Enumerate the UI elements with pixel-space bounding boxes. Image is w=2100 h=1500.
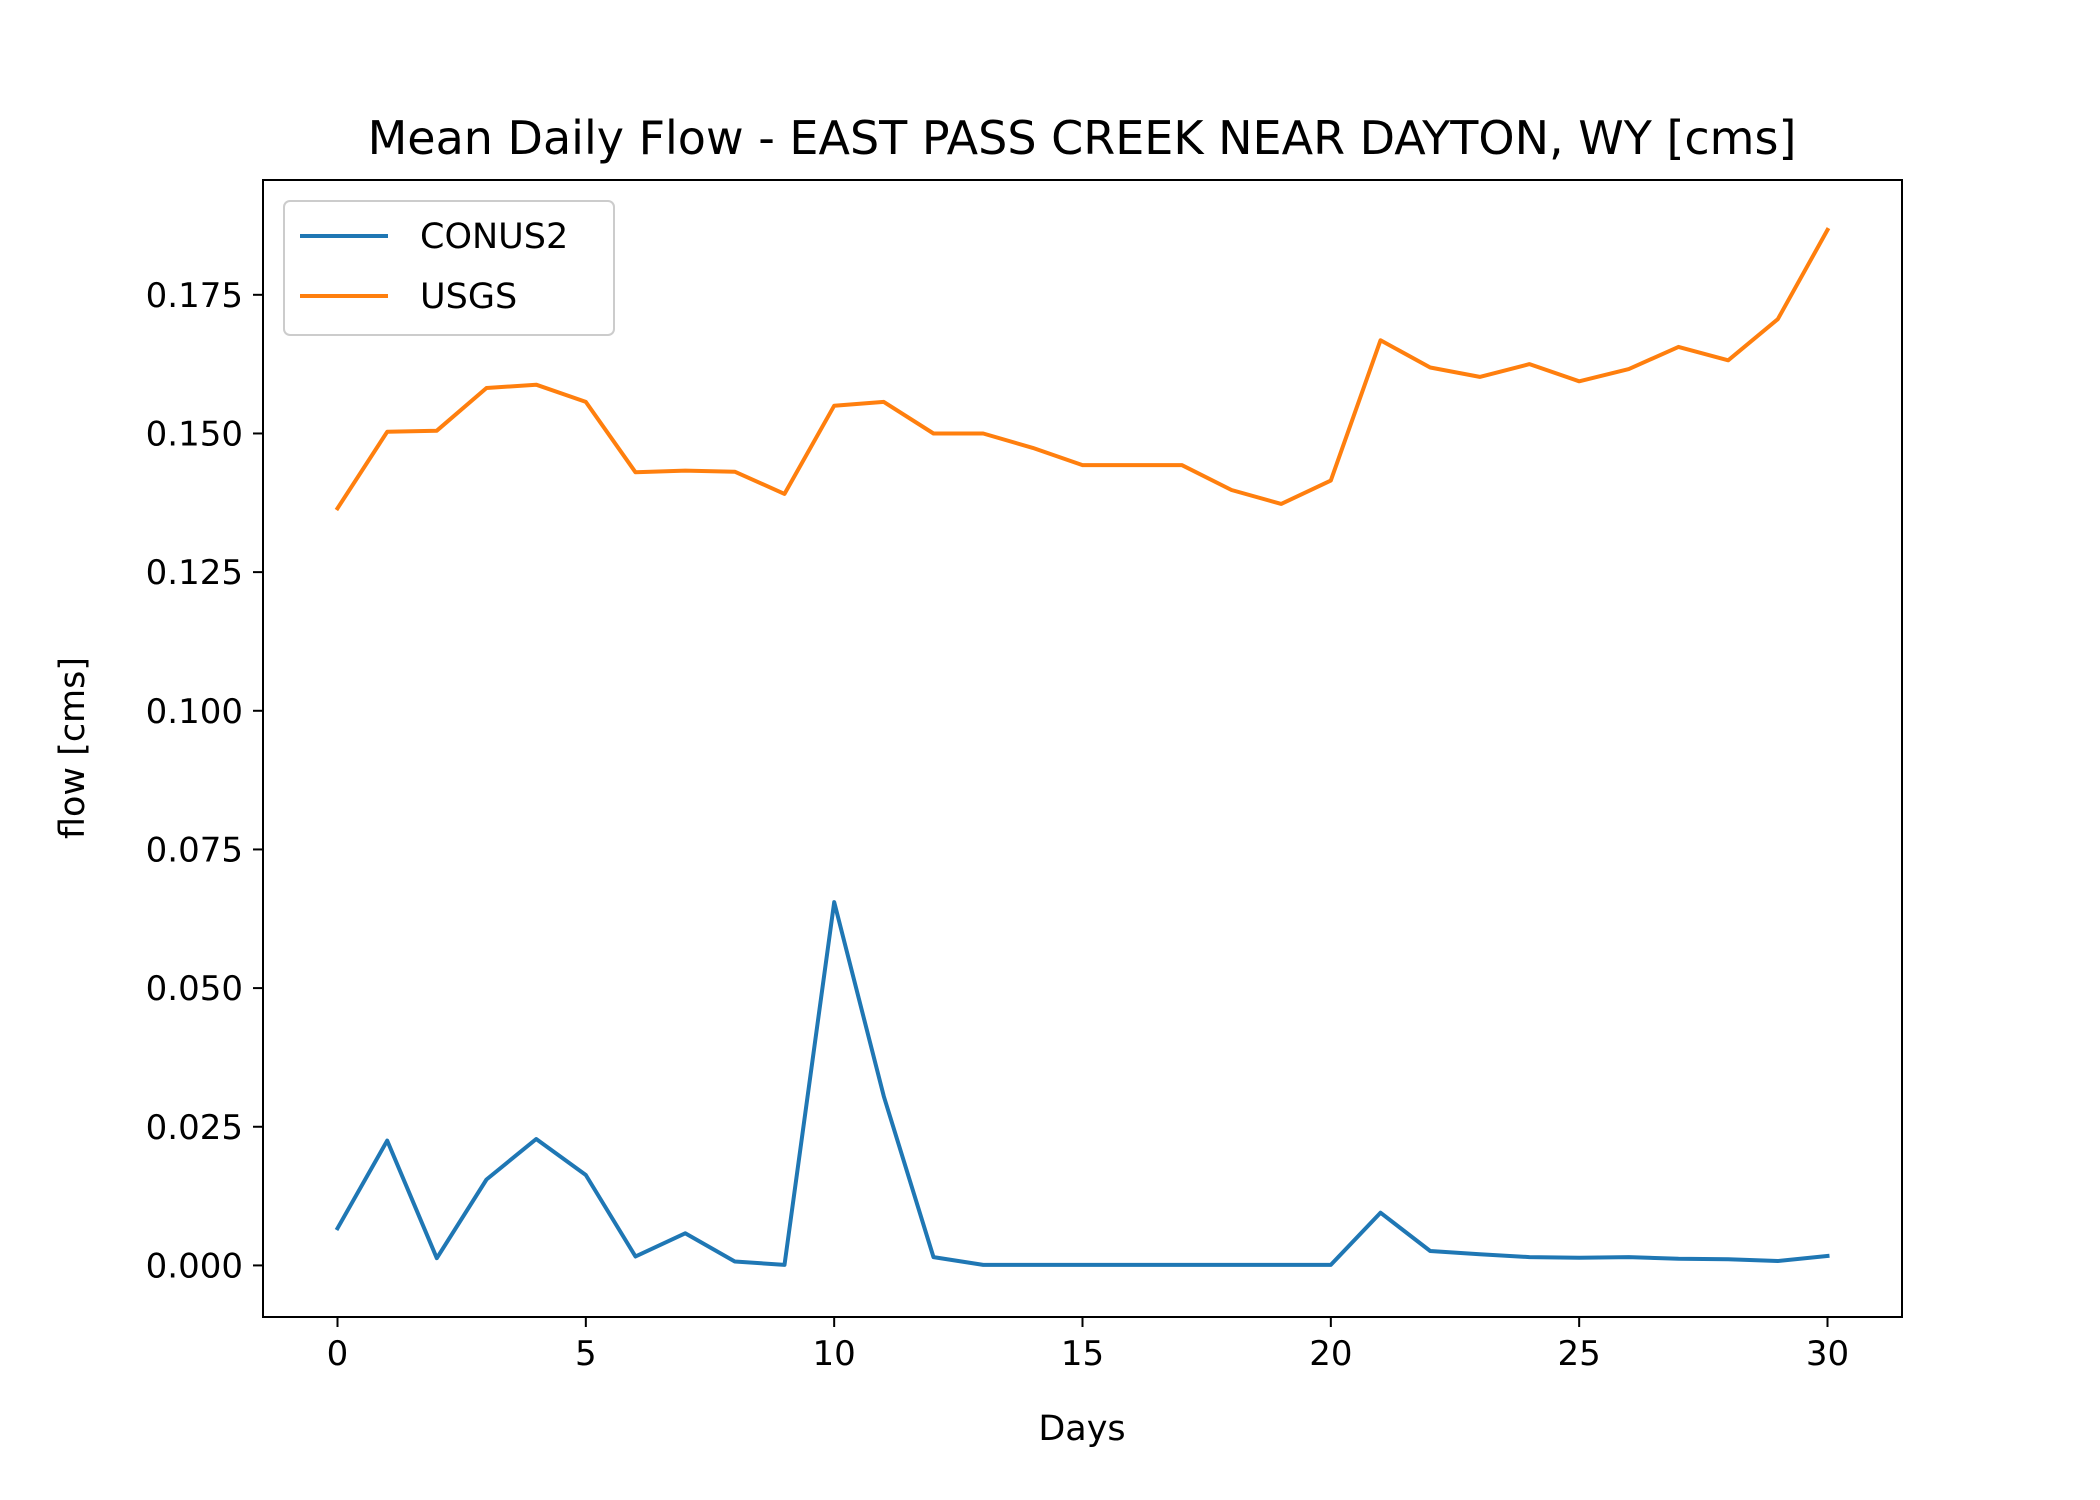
- x-tick-label: 5: [575, 1334, 597, 1374]
- x-tick-label: 15: [1061, 1334, 1104, 1374]
- y-axis: 0.000 0.025 0.050 0.075 0.100 0.125 0.150 0.175: [146, 276, 263, 1286]
- y-tick-label: 0.150: [146, 414, 243, 454]
- y-tick-label: 0.125: [146, 553, 243, 593]
- x-tick-label: 10: [813, 1334, 856, 1374]
- legend-label-usgs: USGS: [420, 277, 517, 317]
- y-axis-title: flow [cms]: [53, 657, 93, 839]
- y-tick-label: 0.050: [146, 969, 243, 1009]
- x-tick-label: 20: [1309, 1334, 1352, 1374]
- series-line-usgs: [334, 227, 1831, 512]
- y-tick-label: 0.000: [146, 1246, 243, 1286]
- series-line-conus2: [334, 900, 1830, 1267]
- y-tick-label: 0.075: [146, 830, 243, 870]
- x-axis-title: Days: [1038, 1409, 1125, 1449]
- x-tick-label: 30: [1806, 1334, 1849, 1374]
- y-tick-label: 0.100: [146, 692, 243, 732]
- legend: CONUS2 USGS: [283, 200, 615, 336]
- x-tick-label: 25: [1558, 1334, 1601, 1374]
- x-axis: 0 5 10 15 20 25 30: [327, 1317, 1849, 1374]
- legend-label-conus2: CONUS2: [420, 217, 568, 257]
- x-tick-label: 0: [327, 1334, 349, 1374]
- y-tick-label: 0.025: [146, 1108, 243, 1148]
- chart-title: Mean Daily Flow - EAST PASS CREEK NEAR D…: [368, 111, 1797, 165]
- y-tick-label: 0.175: [146, 276, 243, 316]
- series-layer: [334, 227, 1831, 1267]
